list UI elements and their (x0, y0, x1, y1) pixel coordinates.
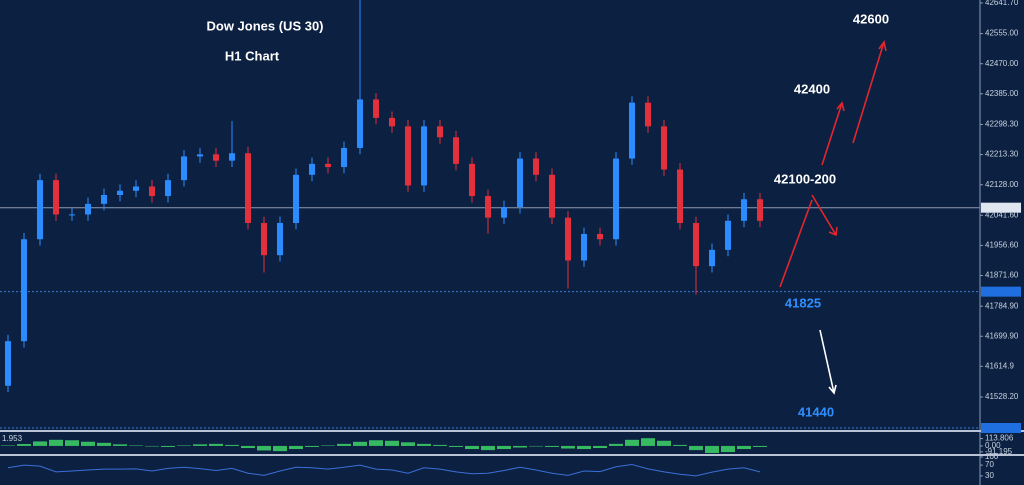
indicator-bar (225, 444, 239, 446)
indicator-bar (145, 445, 159, 447)
indicator-bar (753, 445, 767, 447)
indicator-bar (161, 445, 175, 447)
indicator-bar (529, 445, 543, 447)
indicator-bar (273, 445, 287, 452)
indicator-bar (513, 445, 527, 448)
indicator-bar (433, 444, 447, 446)
indicator-bar (81, 441, 95, 446)
y-tick-label: 41784.90 (985, 301, 1019, 310)
indicator-bar (241, 445, 255, 449)
arrow (779, 199, 813, 288)
annotation: 41440 (798, 404, 834, 419)
y-tick-label: 113.806 (985, 434, 1014, 443)
y-tick-label: 42041.60 (985, 210, 1019, 219)
indicator-bar (321, 445, 335, 446)
y-tick-label: 42213.30 (985, 150, 1019, 159)
y-tick-label: 100 (985, 452, 999, 461)
annotation: 42600 (853, 11, 889, 26)
y-tick-label: 0.00 (985, 441, 1001, 450)
y-tick-label: 41614.9 (985, 361, 1014, 370)
indicator-bar (641, 438, 655, 446)
forecast-arrows (779, 40, 887, 288)
indicator-bar (113, 444, 127, 446)
indicator-bar (353, 441, 367, 446)
y-tick-label: 30 (985, 471, 994, 480)
indicator-bar (577, 445, 591, 450)
indicator-bar (49, 439, 63, 446)
arrow (811, 194, 838, 237)
indicator-bar (737, 445, 751, 450)
indicator-name: 1.953 (2, 434, 23, 443)
indicator-bar (545, 445, 559, 447)
indicator-bar (305, 445, 319, 447)
indicator-bar (369, 440, 383, 446)
y-tick-label: 41699.90 (985, 331, 1019, 340)
annotation: 41825 (785, 295, 821, 310)
y-tick-label: 42641.70 (985, 0, 1019, 7)
indicator-bar (465, 445, 479, 450)
indicator-bar (289, 445, 303, 450)
indicator-bar (177, 445, 191, 446)
indicator-bar (705, 445, 719, 454)
indicator-bar (449, 445, 463, 447)
y-tick-label: 41871.60 (985, 271, 1019, 280)
indicator-bar (721, 445, 735, 453)
indicator-bar (609, 443, 623, 446)
price-label-box (981, 286, 1021, 297)
indicator-bar (401, 442, 415, 446)
indicator-bar (673, 444, 687, 446)
indicator-bar (385, 440, 399, 446)
indicator-bar (561, 445, 575, 449)
indicator-bar (657, 440, 671, 446)
indicator-bar (625, 439, 639, 446)
y-tick-label: 70 (985, 460, 994, 469)
indicator-line (7, 464, 761, 477)
indicator-bar (65, 440, 79, 446)
indicator-bar (481, 445, 495, 451)
y-tick-label: 42555.00 (985, 29, 1019, 38)
indicator-bar (97, 442, 111, 446)
arrow (821, 101, 845, 166)
indicator-bar (593, 445, 607, 449)
y-tick-label: 42298.30 (985, 120, 1019, 129)
price-label-box (981, 423, 1021, 433)
chart-title: Dow Jones (US 30) (206, 18, 323, 33)
y-tick-label: -91.195 (985, 447, 1013, 456)
indicator-bar (193, 444, 207, 446)
indicator-bar (209, 443, 223, 446)
indicator-bar (337, 443, 351, 446)
y-tick-label: 41528.20 (985, 392, 1019, 401)
indicator-bar (257, 445, 271, 451)
chart-subtitle: H1 Chart (225, 48, 280, 63)
indicator-bar (17, 444, 31, 446)
arrow (852, 40, 887, 144)
y-tick-label: 42128.00 (985, 180, 1019, 189)
y-tick-label: 42385.00 (985, 89, 1019, 98)
price-label-box (981, 202, 1021, 213)
indicator-bar (33, 441, 47, 446)
y-tick-label: 42470.00 (985, 59, 1019, 68)
annotation: 42400 (794, 81, 830, 96)
annotation: 42100-200 (774, 171, 836, 186)
indicator-bar (129, 445, 143, 446)
arrow (819, 329, 837, 395)
indicator-bar (1, 445, 15, 446)
indicator-bar (417, 443, 431, 446)
y-tick-label: 41956.60 (985, 241, 1019, 250)
indicator-bar (497, 445, 511, 450)
indicator-bar (689, 445, 703, 451)
